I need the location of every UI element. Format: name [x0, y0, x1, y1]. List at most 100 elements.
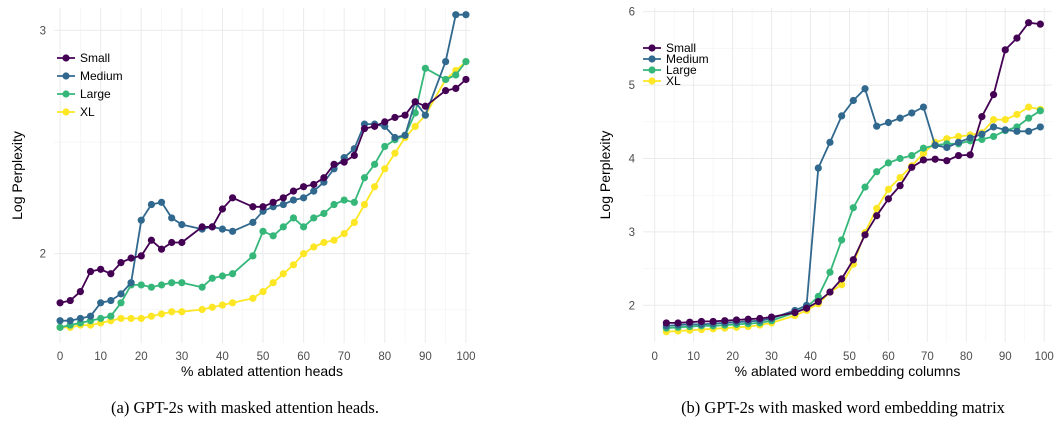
data-point: [127, 279, 135, 287]
data-point: [340, 196, 348, 204]
data-point: [814, 164, 822, 172]
legend-key-marker: [648, 77, 656, 85]
data-point: [107, 296, 115, 305]
legend-label: Medium: [80, 69, 123, 83]
data-point: [137, 252, 145, 260]
data-point: [350, 198, 358, 206]
data-point: [289, 196, 298, 204]
data-point: [861, 85, 869, 93]
data-point: [168, 279, 176, 287]
data-point: [442, 58, 450, 66]
data-point: [360, 200, 369, 209]
data-point: [147, 312, 156, 320]
data-point: [1013, 34, 1021, 42]
data-point: [360, 174, 369, 182]
data-point: [300, 183, 308, 191]
x-tick-label: 40: [804, 351, 817, 363]
data-point: [97, 299, 105, 307]
data-point: [791, 309, 799, 317]
data-point: [452, 11, 460, 19]
x-tick-label: 10: [94, 351, 107, 363]
data-point: [896, 154, 904, 163]
data-point: [228, 299, 237, 307]
data-point: [462, 75, 470, 84]
data-point: [709, 317, 717, 326]
series-large: [662, 107, 1044, 332]
y-tick-label: 4: [629, 153, 636, 165]
legend-key-marker: [648, 66, 656, 74]
data-point: [1025, 103, 1033, 111]
data-point: [861, 183, 869, 191]
data-point: [391, 113, 399, 122]
data-point: [989, 123, 998, 131]
data-point: [198, 283, 206, 291]
data-point: [157, 310, 166, 318]
y-tick-label: 5: [629, 80, 635, 92]
x-tick-label: 20: [726, 351, 739, 363]
y-tick-label: 2: [40, 249, 46, 261]
data-point: [674, 319, 682, 327]
data-point: [178, 221, 186, 229]
x-tick-label: 30: [175, 351, 188, 363]
x-tick-label: 100: [1035, 351, 1054, 363]
data-point: [838, 281, 846, 289]
data-point: [107, 312, 115, 320]
data-point: [756, 314, 764, 323]
data-point: [56, 299, 64, 307]
data-point: [908, 109, 916, 117]
x-axis-title: % ablated attention heads: [181, 363, 343, 379]
data-point: [1013, 110, 1021, 119]
legend-item-medium: Medium: [57, 69, 123, 83]
data-point: [330, 160, 338, 168]
data-point: [350, 218, 358, 226]
x-tick-label: 80: [960, 351, 973, 363]
data-point: [391, 133, 399, 142]
data-point: [919, 103, 928, 111]
data-point: [228, 194, 237, 202]
data-point: [954, 132, 963, 141]
x-tick-label: 90: [999, 351, 1012, 363]
y-tick-label: 6: [629, 7, 635, 19]
data-point: [662, 319, 670, 327]
data-point: [978, 130, 986, 138]
x-axis-title: % ablated word embedding columns: [735, 363, 961, 379]
data-point: [350, 151, 358, 159]
data-point: [178, 279, 186, 287]
legend-label: Medium: [666, 52, 709, 66]
y-tick-label: 3: [40, 25, 46, 37]
data-point: [157, 281, 166, 289]
data-point: [989, 132, 998, 141]
grid: [643, 8, 1052, 342]
y-axis-title: Log Perplexity: [597, 131, 613, 220]
data-point: [218, 225, 227, 233]
data-point: [117, 314, 125, 323]
x-tick-label: 30: [765, 351, 778, 363]
data-point: [228, 270, 237, 278]
data-point: [157, 245, 166, 253]
data-point: [147, 200, 156, 209]
data-point: [989, 115, 998, 124]
data-point: [300, 223, 308, 231]
data-point: [873, 122, 881, 130]
legend-label: Small: [666, 41, 696, 55]
data-point: [721, 317, 729, 325]
x-tick-label: 50: [843, 351, 856, 363]
data-point: [954, 138, 963, 146]
data-point: [381, 165, 389, 173]
data-point: [966, 151, 974, 159]
caption: (a) GPT-2s with masked attention heads.: [111, 398, 379, 417]
data-point: [919, 156, 928, 164]
data-point: [838, 236, 846, 244]
data-point: [259, 203, 267, 211]
data-point: [97, 314, 105, 323]
data-point: [452, 84, 460, 92]
series-xl: [56, 58, 470, 331]
data-point: [218, 205, 227, 213]
data-point: [107, 270, 115, 278]
data-point: [147, 283, 156, 291]
legend-key-marker: [648, 55, 656, 63]
data-point: [1001, 115, 1009, 124]
data-point: [371, 122, 379, 130]
data-point: [697, 317, 706, 326]
data-point: [1013, 127, 1021, 135]
